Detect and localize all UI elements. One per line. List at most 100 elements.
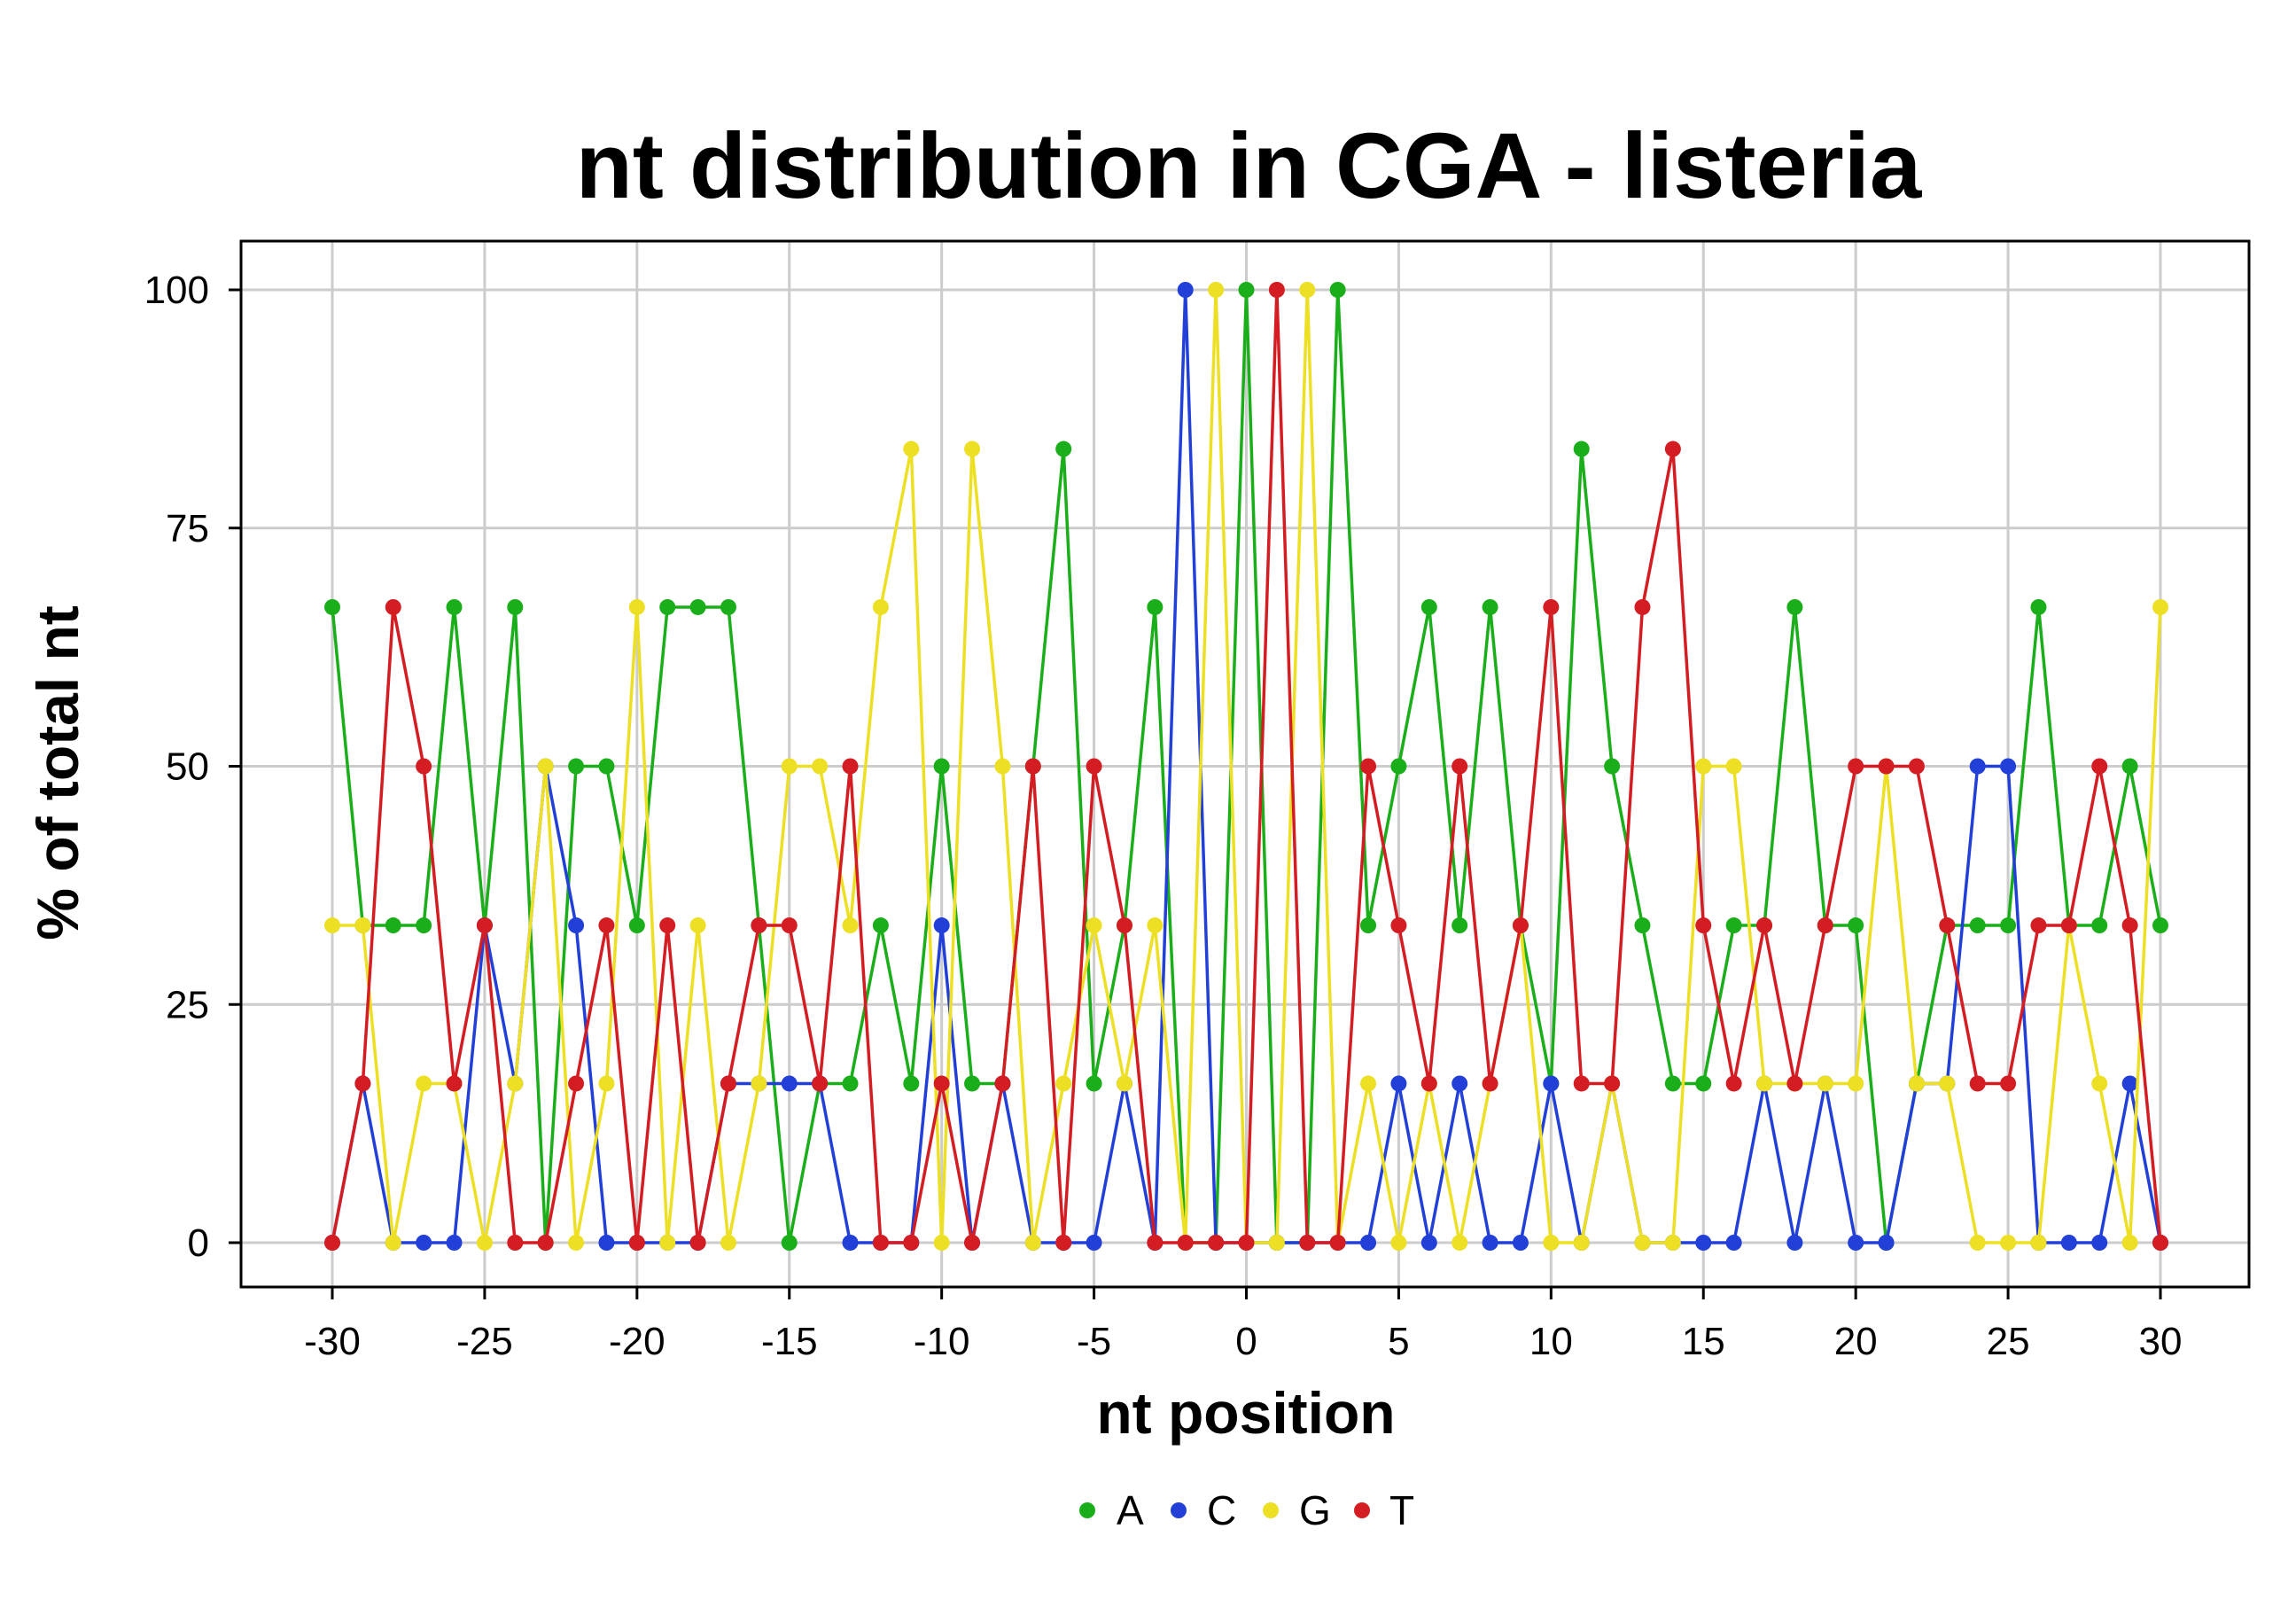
data-point <box>964 1075 981 1092</box>
data-point <box>1756 1075 1773 1092</box>
data-point <box>781 1235 798 1251</box>
data-point <box>1238 282 1255 298</box>
data-point <box>1848 917 1864 934</box>
data-point <box>903 1235 920 1251</box>
data-point <box>2060 1235 2077 1251</box>
data-point <box>1695 1235 1712 1251</box>
data-point <box>1268 1235 1285 1251</box>
series-A <box>324 282 2168 1251</box>
legend-item-A: A <box>1079 1487 1144 1533</box>
data-point <box>1055 1075 1072 1092</box>
legend-label: G <box>1299 1487 1331 1533</box>
data-point <box>1147 598 1164 615</box>
data-point <box>1725 1235 1742 1251</box>
data-point <box>720 1235 736 1251</box>
data-point <box>385 598 401 615</box>
data-point <box>1725 917 1742 934</box>
data-point <box>1725 1075 1742 1092</box>
data-point <box>1573 1235 1590 1251</box>
data-point <box>1725 758 1742 775</box>
data-point <box>2000 758 2017 775</box>
data-point <box>598 1235 615 1251</box>
data-point <box>2060 917 2077 934</box>
data-point <box>1634 1235 1651 1251</box>
data-point <box>2091 917 2108 934</box>
data-point <box>689 1235 706 1251</box>
data-point <box>1817 917 1833 934</box>
data-point <box>1848 1235 1864 1251</box>
data-point <box>2091 1075 2108 1092</box>
data-point <box>476 1235 493 1251</box>
data-point <box>598 917 615 934</box>
data-point <box>507 1235 524 1251</box>
data-point <box>1634 917 1651 934</box>
data-point <box>1177 282 1194 298</box>
data-point <box>1939 1075 1956 1092</box>
data-point <box>1878 758 1895 775</box>
data-point <box>812 758 829 775</box>
data-point <box>964 441 981 457</box>
data-point <box>1604 758 1621 775</box>
data-point <box>598 1075 615 1092</box>
data-point <box>933 758 950 775</box>
data-point <box>1695 1075 1712 1092</box>
data-point <box>1390 758 1407 775</box>
data-point <box>1086 917 1102 934</box>
data-point <box>1390 1075 1407 1092</box>
data-point <box>689 917 706 934</box>
data-point <box>354 917 371 934</box>
data-point <box>1969 1235 1986 1251</box>
data-point <box>1512 1235 1529 1251</box>
x-tick-label: -15 <box>761 1320 818 1363</box>
data-point <box>2152 917 2168 934</box>
data-point <box>1786 1235 1803 1251</box>
data-point <box>628 598 645 615</box>
data-point <box>1420 1235 1437 1251</box>
legend-label: A <box>1117 1487 1144 1533</box>
data-point <box>1147 1235 1164 1251</box>
data-point <box>2030 598 2047 615</box>
data-point <box>1969 1075 1986 1092</box>
x-tick-label: -5 <box>1077 1320 1111 1363</box>
legend-marker <box>1171 1502 1187 1518</box>
x-tick-label: 15 <box>1682 1320 1725 1363</box>
data-point <box>1390 917 1407 934</box>
data-point <box>933 1075 950 1092</box>
data-point <box>781 1075 798 1092</box>
legend-marker <box>1354 1502 1370 1518</box>
data-point <box>507 598 524 615</box>
data-point <box>416 758 432 775</box>
data-point <box>1543 1075 1560 1092</box>
data-point <box>568 917 585 934</box>
data-point <box>1390 1235 1407 1251</box>
data-point <box>1634 598 1651 615</box>
data-point <box>751 917 767 934</box>
x-axis: -30 -25 -20 -15 -10 -5 0 5 10 15 20 25 30 <box>304 1287 2182 1363</box>
y-tick-label: 75 <box>166 507 209 550</box>
data-point <box>416 1075 432 1092</box>
legend-item-G: G <box>1263 1487 1331 1533</box>
x-tick-label: 25 <box>1987 1320 2030 1363</box>
data-point <box>872 1235 889 1251</box>
data-point <box>385 1235 401 1251</box>
data-point <box>842 1075 859 1092</box>
legend-label: C <box>1207 1487 1236 1533</box>
data-point <box>1512 917 1529 934</box>
data-point <box>1939 917 1956 934</box>
data-point <box>1420 598 1437 615</box>
data-point <box>537 758 554 775</box>
data-point <box>568 1235 585 1251</box>
data-point <box>446 1235 463 1251</box>
data-point <box>2000 1075 2017 1092</box>
data-point <box>842 1235 859 1251</box>
data-point <box>324 917 340 934</box>
data-point <box>1695 758 1712 775</box>
data-point <box>2030 917 2047 934</box>
data-point <box>903 441 920 457</box>
data-point <box>1969 758 1986 775</box>
data-point <box>1360 1075 1377 1092</box>
x-tick-label: 20 <box>1834 1320 1878 1363</box>
data-point <box>1786 1075 1803 1092</box>
